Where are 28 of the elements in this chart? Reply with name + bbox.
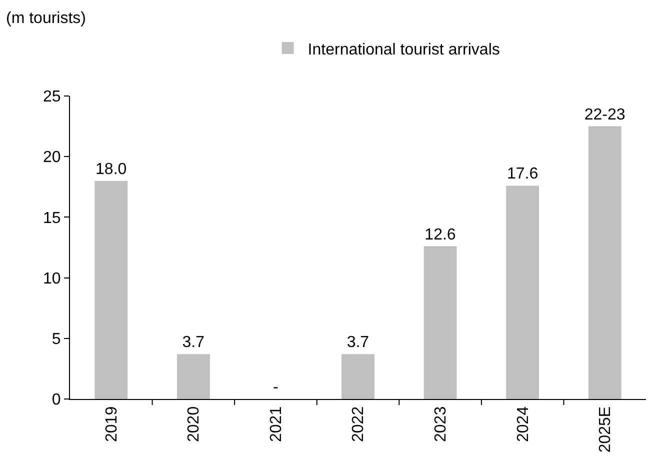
y-tick-label: 0 <box>52 392 61 409</box>
x-tick-label: 2019 <box>103 406 120 442</box>
y-tick-label: 10 <box>43 270 61 288</box>
x-tick-label: 2023 <box>432 406 450 442</box>
legend-label: International tourist arrivals <box>308 41 500 58</box>
data-label: 12.6 <box>424 226 456 244</box>
y-tick-label: 25 <box>43 88 61 106</box>
data-label: - <box>273 379 278 396</box>
bar <box>506 186 540 399</box>
x-tick-label: 2021 <box>268 406 285 442</box>
data-label: 22-23 <box>584 106 626 124</box>
text: (m tourists) <box>6 10 86 27</box>
x-tick-label: 2020 <box>186 406 203 442</box>
data-label: 17.6 <box>506 166 538 183</box>
data-label: 18.0 <box>96 160 127 178</box>
bar <box>588 126 622 399</box>
bar <box>176 354 210 399</box>
data-label: 3.7 <box>346 334 370 352</box>
x-tick-label: 2024 <box>514 406 532 442</box>
bar <box>424 246 457 399</box>
x-tick-label: 2025E <box>597 406 614 453</box>
data-label: 3.7 <box>182 334 205 352</box>
bar <box>342 354 374 399</box>
y-tick-label: 20 <box>43 149 61 166</box>
x-tick-label: 2022 <box>350 406 368 442</box>
y-tick-label: 15 <box>43 210 61 227</box>
bar <box>94 180 128 399</box>
y-tick-label: 5 <box>52 331 61 348</box>
